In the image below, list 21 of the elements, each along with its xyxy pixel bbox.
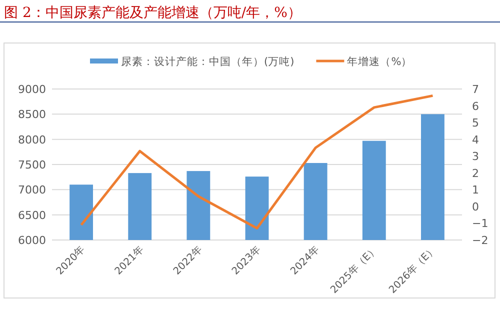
y-tick-label: 8500 [18, 108, 46, 122]
y-tick-label: 7500 [18, 158, 46, 172]
y-tick-label: 9000 [18, 83, 46, 96]
y2-tick-label: 3 [472, 150, 479, 164]
y2-tick-label: 7 [472, 83, 479, 96]
y-tick-label: 8000 [18, 133, 46, 146]
legend-label: 尿素：设计产能：中国（年）(万吨) [121, 55, 294, 68]
line-series [80, 94, 434, 230]
y2-tick-label: −2 [472, 234, 488, 247]
y-tick-label: 6000 [18, 234, 46, 247]
y2-tick-label: 4 [472, 133, 479, 146]
y2-tick-label: 0 [472, 200, 479, 214]
y2-tick-label: 6 [472, 100, 479, 113]
legend-label: 年增速（%） [347, 55, 412, 68]
y2-tick-label: −1 [472, 217, 488, 230]
chart-title: 图 2：中国尿素产能及产能增速（万吨/年，%） [4, 5, 302, 21]
y-tick-label: 6500 [18, 208, 46, 222]
y2-tick-label: 1 [472, 184, 479, 197]
y-tick-label: 7000 [18, 184, 46, 197]
y2-tick-label: 5 [472, 116, 479, 130]
y2-tick-label: 2 [472, 166, 479, 180]
